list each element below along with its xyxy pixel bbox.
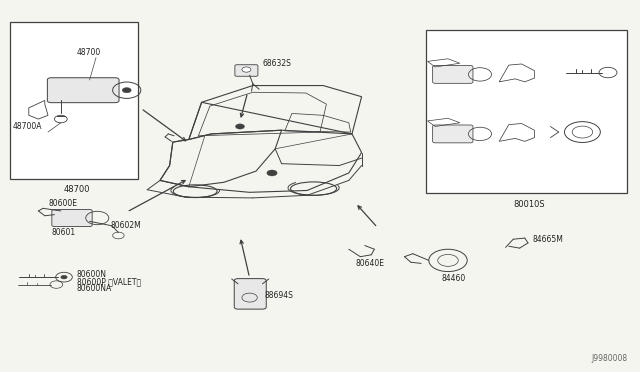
Text: 80010S: 80010S bbox=[514, 200, 545, 209]
Text: 48700: 48700 bbox=[77, 48, 101, 57]
FancyBboxPatch shape bbox=[433, 65, 473, 83]
Text: 84460: 84460 bbox=[442, 274, 466, 283]
Text: 80600P 〈VALET〉: 80600P 〈VALET〉 bbox=[77, 278, 141, 286]
Text: 48700A: 48700A bbox=[13, 122, 42, 131]
Text: 80600NA: 80600NA bbox=[77, 284, 112, 293]
Circle shape bbox=[236, 124, 244, 129]
Text: 80601: 80601 bbox=[51, 228, 76, 237]
Text: 68632S: 68632S bbox=[262, 59, 291, 68]
Bar bbox=[426, 30, 627, 193]
Circle shape bbox=[267, 170, 277, 176]
Circle shape bbox=[242, 67, 251, 72]
Text: 80600N: 80600N bbox=[77, 270, 107, 279]
Circle shape bbox=[122, 88, 131, 93]
FancyBboxPatch shape bbox=[52, 209, 92, 227]
Bar bbox=[10, 22, 138, 179]
Text: 84665M: 84665M bbox=[532, 235, 563, 244]
FancyBboxPatch shape bbox=[235, 65, 258, 76]
Text: 88694S: 88694S bbox=[265, 291, 294, 300]
Text: 80640E: 80640E bbox=[355, 259, 384, 268]
Text: 48700: 48700 bbox=[64, 185, 90, 194]
FancyBboxPatch shape bbox=[433, 125, 473, 143]
FancyBboxPatch shape bbox=[234, 279, 266, 309]
FancyBboxPatch shape bbox=[47, 78, 119, 103]
Text: 80602M: 80602M bbox=[111, 221, 141, 230]
Text: J9980008: J9980008 bbox=[591, 355, 627, 363]
Circle shape bbox=[61, 275, 67, 279]
Text: 80600E: 80600E bbox=[48, 199, 77, 208]
